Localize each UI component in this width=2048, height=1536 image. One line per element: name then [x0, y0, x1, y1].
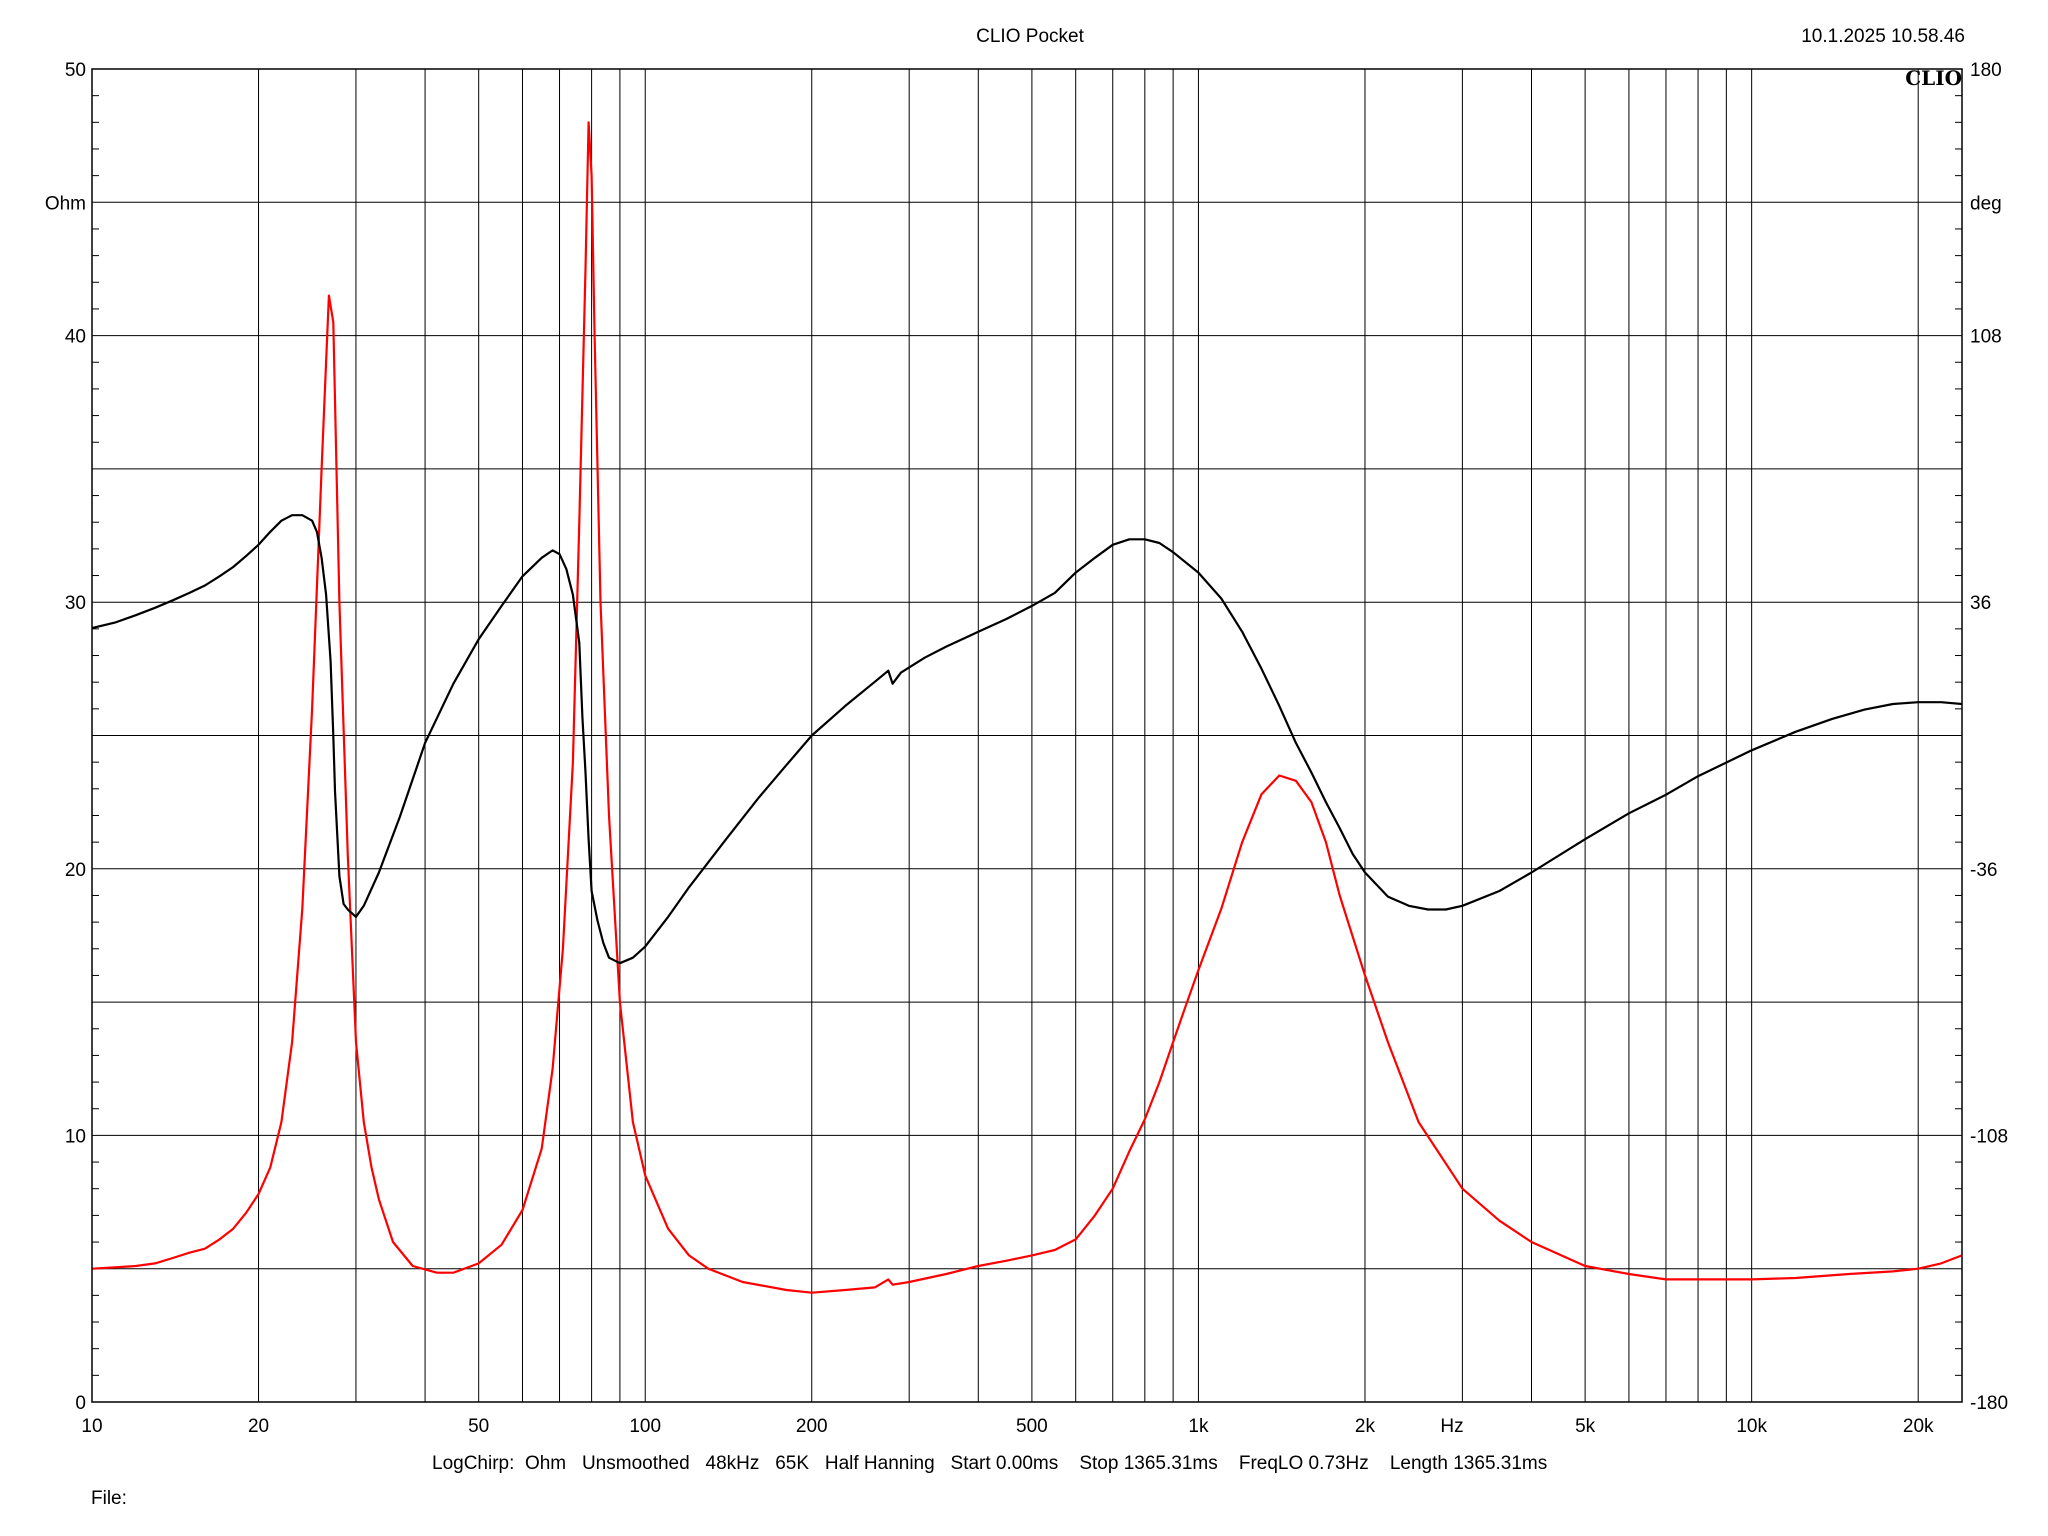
measurement-settings: LogChirp: Ohm Unsmoothed 48kHz 65K Half … — [432, 1453, 1547, 1474]
x-tick-label: 500 — [1016, 1416, 1048, 1437]
right-tick-label: 108 — [1970, 327, 2002, 348]
timestamp: 10.1.2025 10.58.46 — [1801, 26, 1965, 47]
left-tick-label: 30 — [65, 593, 86, 614]
clio-logo: CLIO — [1905, 66, 1962, 90]
axis-labels: 10 20 50 100 200 500 1k 2k 5k 10k 20kHz01020304050… — [45, 60, 2008, 1437]
left-tick-label: 0 — [75, 1393, 86, 1414]
file-label: File: — [91, 1488, 127, 1509]
x-tick-label: 2k — [1355, 1416, 1376, 1437]
right-unit-label: deg — [1970, 193, 2002, 214]
right-tick-label: -108 — [1970, 1126, 2008, 1147]
grid — [92, 69, 1962, 1402]
x-tick-label: 50 — [468, 1416, 489, 1437]
x-unit-label: Hz — [1440, 1416, 1463, 1437]
left-unit-label: Ohm — [45, 193, 86, 214]
x-tick-label: 200 — [796, 1416, 828, 1437]
x-tick-label: 5k — [1575, 1416, 1596, 1437]
left-tick-label: 40 — [65, 327, 86, 348]
chart-title: CLIO Pocket — [976, 26, 1084, 47]
x-tick-label: 10 — [81, 1416, 102, 1437]
right-tick-label: 36 — [1970, 593, 1991, 614]
left-tick-label: 50 — [65, 60, 86, 81]
series-layer — [91, 121, 1963, 1294]
right-tick-label: 180 — [1970, 60, 2002, 81]
left-tick-label: 10 — [65, 1126, 86, 1147]
x-tick-label: 20 — [248, 1416, 269, 1437]
phase-series-line — [91, 514, 1963, 965]
right-tick-label: -36 — [1970, 860, 1997, 881]
x-tick-label: 10k — [1736, 1416, 1767, 1437]
x-tick-label: 20k — [1903, 1416, 1934, 1437]
left-tick-label: 20 — [65, 860, 86, 881]
impedance-series-line — [91, 121, 1963, 1294]
x-tick-label: 1k — [1188, 1416, 1209, 1437]
x-tick-label: 100 — [629, 1416, 661, 1437]
right-tick-label: -180 — [1970, 1393, 2008, 1414]
plot-frame — [91, 68, 1963, 1403]
